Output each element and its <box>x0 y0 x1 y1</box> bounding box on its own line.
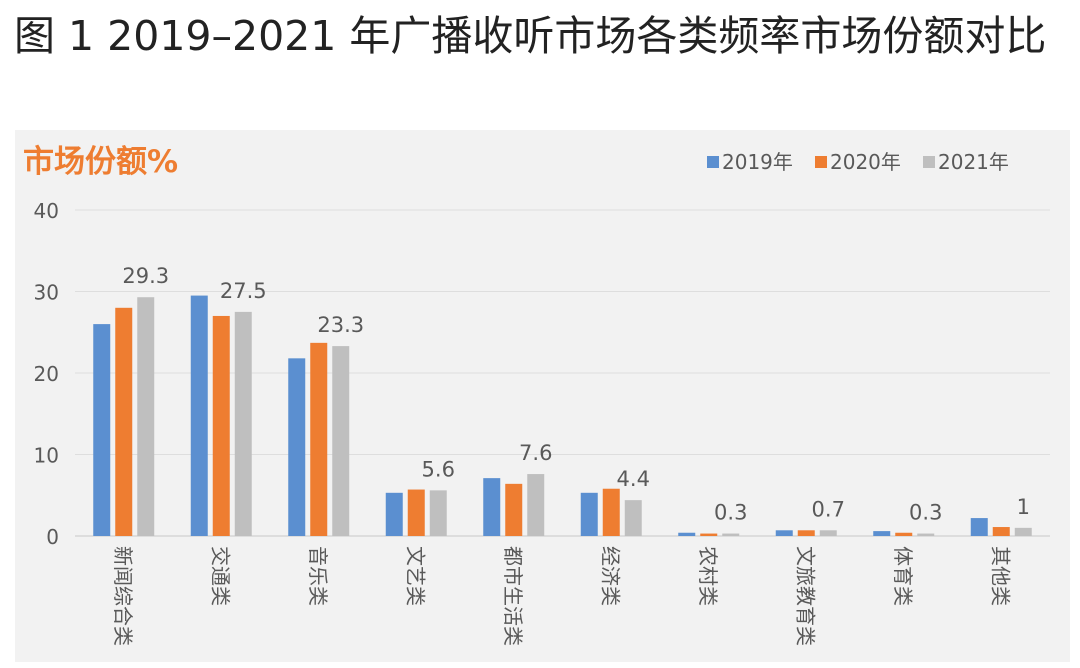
x-tick-label: 其他类 <box>988 546 1012 606</box>
bar-2020-5 <box>505 483 523 536</box>
bar-2019-10 <box>970 518 988 536</box>
bar-2020-2 <box>212 315 230 536</box>
bar-2020-9 <box>895 532 913 536</box>
y-tick-label: 0 <box>46 525 59 549</box>
bar-2021-8 <box>819 530 837 536</box>
data-label: 0.3 <box>714 501 747 525</box>
bar-2021-5 <box>527 474 545 536</box>
x-tick-label: 都市生活类 <box>501 546 525 646</box>
legend-label: 2019年 <box>722 150 793 174</box>
bar-2019-2 <box>190 295 208 536</box>
bar-2020-10 <box>992 527 1010 536</box>
bar-2020-8 <box>797 530 815 536</box>
x-tick-label: 经济类 <box>598 546 622 606</box>
legend-swatch <box>923 156 935 168</box>
x-tick-label: 交通类 <box>208 546 232 606</box>
bar-2019-7 <box>678 532 696 536</box>
data-label: 4.4 <box>617 467 650 491</box>
x-tick-label: 农村类 <box>696 546 720 606</box>
bar-2020-1 <box>115 307 133 536</box>
bar-2019-3 <box>288 358 306 536</box>
bar-2019-5 <box>483 478 501 536</box>
legend: 2019年 2020年 2021年 <box>707 150 1009 174</box>
bars <box>93 295 1032 536</box>
x-tick-label: 新闻综合类 <box>111 546 135 646</box>
bar-chart: 市场份额% 0 10 20 30 40 29.3 27.5 23.3 5.6 7.6 4.4 0.3… <box>23 144 1050 646</box>
x-tick-label: 文旅教育类 <box>793 546 817 646</box>
legend-swatch <box>707 156 719 168</box>
bar-2021-1 <box>137 297 155 536</box>
y-tick-label: 10 <box>34 444 59 468</box>
chart-panel: 市场份额% 0 10 20 30 40 29.3 27.5 23.3 5.6 7.6 4.4 0.3… <box>15 130 1070 662</box>
data-label: 27.5 <box>220 279 267 303</box>
bar-2019-1 <box>93 324 111 536</box>
bar-2019-8 <box>775 530 793 536</box>
data-label: 23.3 <box>317 313 364 337</box>
data-label: 29.3 <box>122 264 169 288</box>
x-tick-label: 体育类 <box>891 546 915 606</box>
x-tick-label: 文艺类 <box>403 546 427 606</box>
bar-2019-6 <box>580 492 598 536</box>
legend-swatch <box>815 156 827 168</box>
bar-2021-6 <box>624 500 642 536</box>
bar-2021-4 <box>429 490 447 536</box>
data-label: 0.3 <box>909 501 942 525</box>
figure-title: 图 1 2019–2021 年广播收听市场各类频率市场份额对比 <box>14 12 1047 60</box>
data-label: 5.6 <box>422 457 455 481</box>
data-labels: 29.3 27.5 23.3 5.6 7.6 4.4 0.3 0.7 0.3 1 <box>122 264 1030 524</box>
bar-2019-4 <box>385 492 403 536</box>
chart-title: 市场份额% <box>23 144 178 180</box>
legend-label: 2021年 <box>938 150 1009 174</box>
data-label: 7.6 <box>519 441 552 465</box>
y-tick-label: 40 <box>34 199 59 223</box>
y-tick-label: 20 <box>34 362 59 386</box>
x-tick-label: 音乐类 <box>306 546 330 606</box>
bar-2020-3 <box>310 342 328 536</box>
bar-2021-2 <box>234 311 252 536</box>
x-axis-ticks: 新闻综合类 交通类 音乐类 文艺类 都市生活类 经济类 农村类 文旅教育类 体育类 其他类 <box>111 546 1013 646</box>
legend-label: 2020年 <box>830 150 901 174</box>
bar-2020-6 <box>602 488 620 536</box>
data-label: 0.7 <box>812 497 845 521</box>
data-label: 1 <box>1017 495 1030 519</box>
bar-2020-4 <box>407 489 425 536</box>
bar-2021-3 <box>332 346 350 536</box>
bar-2021-9 <box>917 533 935 536</box>
bar-2021-7 <box>722 533 740 536</box>
bar-2019-9 <box>873 531 891 536</box>
y-tick-label: 30 <box>34 281 59 305</box>
y-axis-ticks: 0 10 20 30 40 <box>34 199 59 549</box>
bar-2020-7 <box>700 533 718 536</box>
bar-2021-10 <box>1014 527 1032 536</box>
